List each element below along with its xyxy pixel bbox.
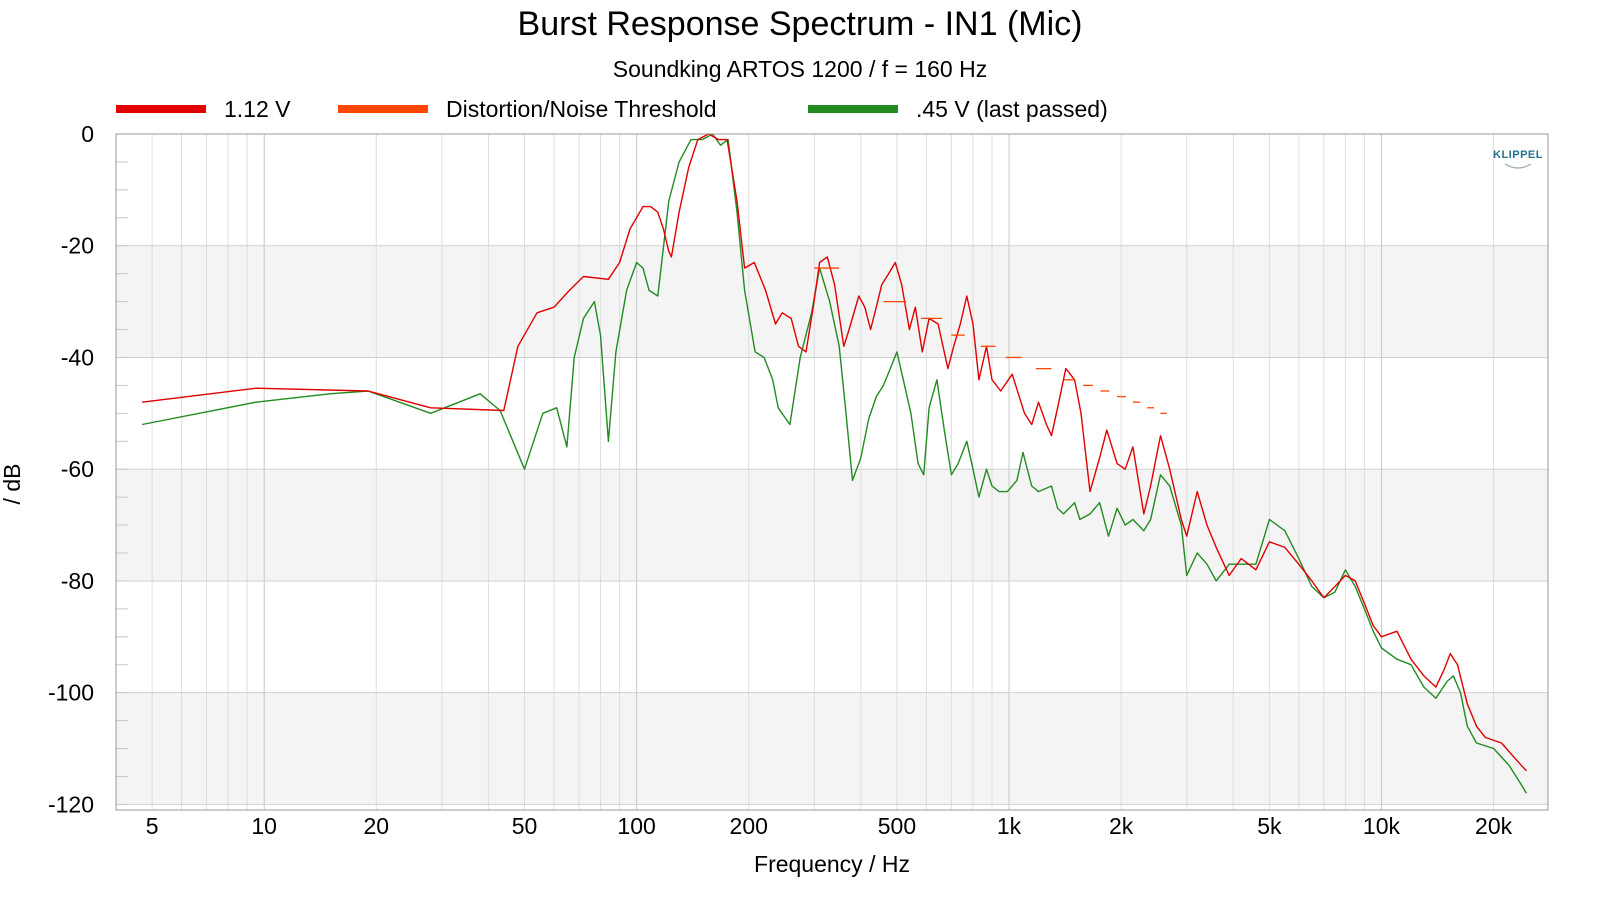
plot-background [116, 134, 1548, 810]
chart-subtitle: Soundking ARTOS 1200 / f = 160 Hz [613, 56, 987, 82]
y-tick-label: -100 [48, 680, 94, 706]
x-tick-label: 500 [878, 813, 916, 839]
series-line-0 [142, 133, 1527, 772]
chart-title: Burst Response Spectrum - IN1 (Mic) [518, 5, 1083, 43]
y-tick-label: -20 [61, 233, 94, 259]
legend-label: Distortion/Noise Threshold [446, 96, 717, 122]
y-tick-label: -60 [61, 456, 94, 482]
y-tick-label: 0 [81, 121, 94, 147]
y-axis-ticks: 0 -20 -40 -60 -80 -100 -120 [48, 121, 94, 817]
x-tick-label: 1k [997, 813, 1022, 839]
legend-label: 1.12 V [224, 96, 291, 122]
x-axis-label: Frequency / Hz [754, 851, 910, 877]
klippel-logo: KLIPPEL [1493, 149, 1543, 169]
grid-band [116, 692, 1548, 805]
series-threshold [814, 267, 1167, 414]
grid-band [116, 469, 1548, 581]
grid-band [116, 245, 1548, 358]
y-tick-label: -120 [48, 791, 94, 817]
x-tick-label: 10k [1363, 813, 1401, 839]
x-tick-label: 20 [364, 813, 390, 839]
series-layer [141, 133, 1527, 794]
y-tick-label: -40 [61, 344, 94, 370]
x-tick-label: 20k [1475, 813, 1513, 839]
x-axis-ticks: 5 10 20 50 100 200 500 1k 2k 5k 10k 20k [146, 813, 1513, 839]
x-tick-label: 50 [512, 813, 538, 839]
x-tick-label: 100 [617, 813, 655, 839]
x-tick-label: 2k [1109, 813, 1134, 839]
x-tick-label: 10 [251, 813, 277, 839]
x-tick-label: 5 [146, 813, 159, 839]
legend-label: .45 V (last passed) [916, 96, 1108, 122]
x-tick-label: 200 [730, 813, 768, 839]
logo-swoosh [1504, 163, 1532, 169]
grid [115, 133, 1548, 810]
logo-text: KLIPPEL [1493, 149, 1543, 161]
y-tick-label: -80 [61, 568, 94, 594]
y-axis-label: / dB [0, 464, 25, 505]
plot-frame [115, 133, 1549, 811]
x-tick-label: 5k [1257, 813, 1282, 839]
legend: 1.12 V Distortion/Noise Threshold .45 V (l… [116, 96, 1108, 122]
